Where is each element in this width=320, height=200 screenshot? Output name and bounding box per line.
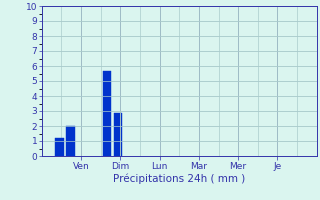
Bar [102,71,111,156]
Bar [114,112,122,156]
Bar [66,126,75,156]
Bar [55,138,64,156]
X-axis label: Précipitations 24h ( mm ): Précipitations 24h ( mm ) [113,173,245,184]
